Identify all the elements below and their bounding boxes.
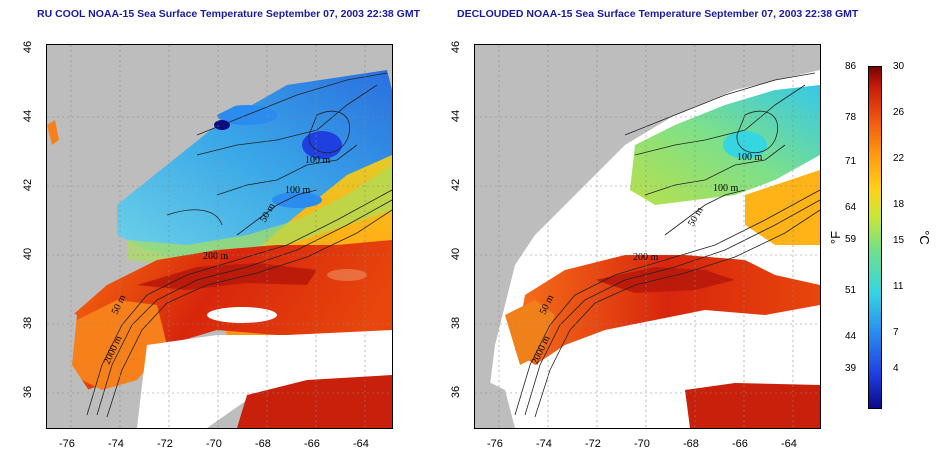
left-x-tick--64: -64 — [353, 438, 369, 450]
left-y-tick-46: 46 — [22, 40, 35, 54]
right-x-tick--76: -76 — [487, 438, 503, 450]
left-map-title: RU COOL NOAA-15 Sea Surface Temperature … — [37, 8, 421, 20]
contour-label-100m-c: 100 m — [737, 152, 763, 163]
right-y-tick-42: 42 — [450, 178, 463, 192]
right-y-tick-38: 38 — [450, 316, 463, 330]
left-y-tick-40: 40 — [22, 247, 35, 261]
contour-label-100m-d: 100 m — [713, 183, 739, 194]
right-y-tick-46: 46 — [450, 40, 463, 54]
left-y-tick-44: 44 — [22, 109, 35, 123]
left-y-tick-42: 42 — [22, 178, 35, 192]
contour-label-200m: 200 m — [203, 251, 229, 262]
left-x-tick--72: -72 — [157, 438, 173, 450]
left-x-tick--70: -70 — [206, 438, 222, 450]
cb-f-tick-71: 71 — [845, 156, 857, 167]
right-sst-map: 100 m 100 m 50 m 200 m 50 m 2000 m — [474, 44, 821, 429]
right-y-tick-36: 36 — [450, 385, 463, 399]
temperature-colorbar — [868, 66, 882, 409]
cb-c-tick-18: 18 — [893, 199, 905, 210]
right-y-tick-44: 44 — [450, 109, 463, 123]
cb-f-tick-86: 86 — [845, 61, 857, 72]
right-bathymetry-contours — [514, 72, 820, 418]
right-y-tick-40: 40 — [450, 247, 463, 261]
right-sst-image: 100 m 100 m 50 m 200 m 50 m 2000 m — [475, 45, 820, 428]
fahrenheit-unit-label: °F — [828, 230, 844, 245]
cb-c-tick-22: 22 — [893, 153, 905, 164]
left-y-tick-36: 36 — [22, 385, 35, 399]
left-gridlines — [47, 45, 392, 428]
contour-label-100m-a: 100 m — [305, 155, 331, 166]
left-bathymetry-contours — [86, 72, 392, 418]
contour-label-200m-b: 200 m — [633, 252, 659, 263]
cb-c-tick-26: 26 — [893, 107, 905, 118]
left-sst-image: 100 m 100 m 50 m 200 m 50 m 2000 m — [47, 45, 392, 428]
cb-c-tick-7: 7 — [893, 327, 899, 338]
contour-label-100m-b: 100 m — [285, 185, 311, 196]
left-sst-map: 100 m 100 m 50 m 200 m 50 m 2000 m — [46, 44, 393, 429]
left-x-tick--68: -68 — [255, 438, 271, 450]
right-x-tick--66: -66 — [732, 438, 748, 450]
cb-f-tick-39: 39 — [845, 363, 857, 374]
cb-f-tick-64: 64 — [845, 202, 857, 213]
left-x-tick--76: -76 — [59, 438, 75, 450]
right-map-title: DECLOUDED NOAA-15 Sea Surface Temperatur… — [457, 8, 859, 20]
cb-c-tick-30: 30 — [893, 61, 905, 72]
cb-c-tick-4: 4 — [893, 363, 899, 374]
cb-c-tick-11: 11 — [893, 281, 904, 292]
left-y-tick-38: 38 — [22, 316, 35, 330]
cb-f-tick-78: 78 — [845, 112, 857, 123]
cb-f-tick-51: 51 — [845, 285, 857, 296]
cb-f-tick-59: 59 — [845, 234, 857, 245]
right-x-tick--72: -72 — [585, 438, 601, 450]
right-x-tick--70: -70 — [634, 438, 650, 450]
cb-c-tick-15: 15 — [893, 235, 905, 246]
cb-f-tick-44: 44 — [845, 331, 857, 342]
right-x-tick--74: -74 — [536, 438, 552, 450]
left-x-tick--66: -66 — [304, 438, 320, 450]
right-gridlines — [475, 45, 820, 428]
right-x-tick--68: -68 — [683, 438, 699, 450]
right-x-tick--64: -64 — [781, 438, 797, 450]
left-x-tick--74: -74 — [108, 438, 124, 450]
celsius-unit-label: °C — [916, 230, 932, 245]
